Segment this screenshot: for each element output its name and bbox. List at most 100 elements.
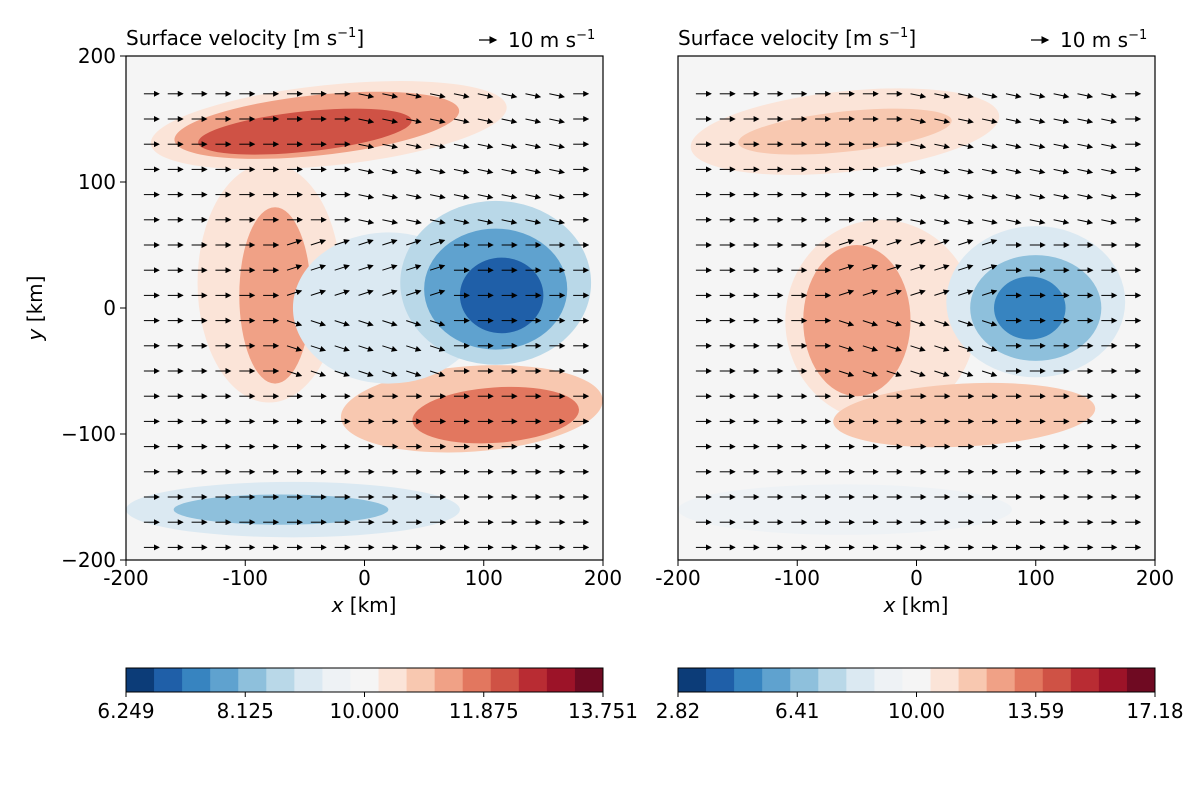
right-quiver-arrow (1053, 193, 1070, 200)
left-quiver-field (143, 90, 590, 551)
left-quiver-arrow (382, 289, 398, 296)
right-quiver-arrow (958, 118, 974, 125)
left-quiver-arrow (429, 218, 446, 225)
right-quiver-arrow (981, 370, 998, 377)
left-colorbar-swatch (210, 668, 239, 692)
right-colorbar-swatch (1098, 668, 1128, 692)
right-quiver-arrow (910, 239, 926, 246)
left-colorbar-tick-label: 8.125 (217, 699, 274, 723)
right-quiver-arrow (981, 118, 998, 125)
left-quiver-arrow (525, 143, 542, 150)
left-axis-ticks: -200 -100 0 100 200 200 100 0 −100 −200 (61, 44, 622, 590)
right-quiver-arrow (1101, 218, 1117, 225)
left-y-axis-label: y [km] (23, 276, 47, 342)
left-colorbar: 6.249 8.125 10.000 11.875 13.751 (97, 667, 638, 723)
left-quiver-arrow (310, 264, 327, 271)
right-colorbar-tick-label: 6.41 (775, 699, 820, 723)
left-quiver-arrow (406, 218, 422, 225)
left-y-tick-label: 0 (103, 296, 116, 320)
right-quiver-arrow (1077, 218, 1094, 225)
right-colorbar-swatch (1014, 668, 1044, 692)
left-colorbar-tick-label: 10.000 (330, 699, 400, 723)
right-colorbar: 2.82 6.41 10.00 13.59 17.18 (656, 667, 1184, 723)
left-x-tick-label: 100 (465, 566, 503, 590)
left-quiver-arrow (382, 118, 399, 125)
right-quiver-arrow (910, 168, 927, 175)
right-quiver-arrow (981, 92, 998, 99)
right-quiver-arrow (981, 143, 998, 150)
right-quiver-arrow (1101, 92, 1117, 99)
right-quiver-arrow (934, 168, 951, 175)
right-quiver-arrow (886, 345, 902, 352)
right-title: Surface velocity [m s−1] (678, 26, 916, 50)
left-y-tick-label: −100 (61, 422, 116, 446)
left-quiver-arrow (310, 345, 327, 352)
right-quiver-arrow (1077, 193, 1094, 200)
left-quiver-arrow (525, 193, 542, 200)
right-quiver-arrow (934, 193, 951, 200)
left-quiver-arrow (453, 143, 470, 150)
left-quiver-arrow (406, 370, 422, 377)
right-panel: -200 -100 0 100 200 Surface velocity [m s−1]… (655, 26, 1183, 723)
right-quiver-arrow (1029, 193, 1046, 200)
left-quiver-arrow (310, 370, 327, 377)
right-quiver-arrow (910, 370, 926, 377)
left-colorbar-tick-label: 6.249 (97, 699, 154, 723)
left-quiver-arrow (358, 118, 375, 125)
right-colorbar-swatch (902, 668, 932, 692)
left-quiver-arrow (358, 239, 374, 246)
right-quiver-arrow (981, 193, 998, 200)
right-quiver-arrow (958, 218, 974, 225)
right-quiver-arrow (1053, 118, 1070, 125)
right-quiver-arrow (838, 370, 855, 377)
right-x-tick-label: -200 (655, 566, 700, 590)
right-quiver-arrow (1101, 118, 1117, 125)
left-quiver-arrow (358, 193, 375, 200)
right-contour-field (678, 88, 1126, 535)
left-quiver-arrow (477, 118, 494, 125)
right-quiver-arrow (862, 345, 879, 352)
left-colorbar-swatch (434, 668, 464, 692)
right-colorbar-tick-label: 13.59 (1007, 699, 1064, 723)
left-colorbar-swatch (546, 668, 576, 692)
right-quiver-arrow (1101, 193, 1117, 200)
left-quiver-arrow (286, 239, 303, 246)
right-quiver-arrow (862, 264, 879, 271)
right-contour-band-8 (994, 276, 1066, 340)
right-quiver-arrow (886, 264, 902, 271)
left-quiver-arrow (358, 92, 375, 99)
right-quiver-arrow (958, 143, 974, 150)
left-quiver-arrow (382, 239, 398, 246)
right-quiver-arrow (1053, 168, 1070, 175)
left-quiver-arrow (358, 345, 374, 352)
right-quiver-arrow (886, 370, 902, 377)
right-quiver-arrow (958, 193, 974, 200)
left-colorbar-swatch (182, 668, 211, 692)
left-colorbar-swatch (378, 668, 408, 692)
left-quiver-arrow (429, 118, 446, 125)
right-x-tick-label: 200 (1136, 566, 1174, 590)
left-quiver-arrow (453, 168, 470, 175)
left-colorbar-swatch (266, 668, 295, 692)
left-contour-band-6 (412, 386, 579, 444)
right-quiver-arrow (1077, 92, 1094, 99)
left-quiver-arrow (382, 92, 399, 99)
left-colorbar-swatch (518, 668, 548, 692)
right-colorbar-swatch (986, 668, 1016, 692)
right-quiver-arrow (1029, 92, 1046, 99)
right-quiver-arrow (1005, 193, 1022, 200)
left-quiver-arrow (501, 118, 518, 125)
left-quiver-arrow (406, 168, 422, 175)
left-quiver-arrow (358, 370, 374, 377)
left-quiver-arrow (477, 218, 494, 225)
right-quiver-arrow (1053, 92, 1070, 99)
right-quiver-arrow (1101, 168, 1117, 175)
right-quiver-arrow (958, 345, 974, 352)
left-quiver-arrow (382, 370, 398, 377)
left-colorbar-swatch (238, 668, 267, 692)
right-colorbar-swatch (1042, 668, 1072, 692)
left-quiver-arrow (429, 289, 446, 296)
left-colorbar-swatch (462, 668, 492, 692)
left-quiver-arrow (382, 193, 399, 200)
right-quiver-arrow (981, 264, 998, 271)
